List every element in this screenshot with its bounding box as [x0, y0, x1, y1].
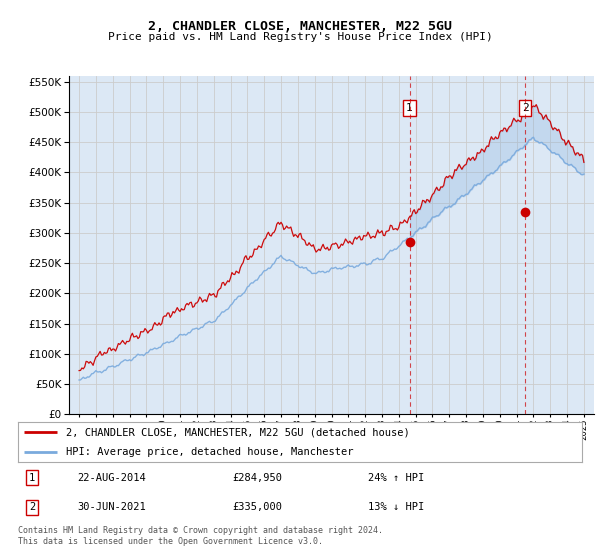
Text: 13% ↓ HPI: 13% ↓ HPI	[368, 502, 424, 512]
Text: £335,000: £335,000	[232, 502, 283, 512]
Text: £284,950: £284,950	[232, 473, 283, 483]
Text: 2: 2	[29, 502, 35, 512]
Text: 24% ↑ HPI: 24% ↑ HPI	[368, 473, 424, 483]
Text: 22-AUG-2014: 22-AUG-2014	[77, 473, 146, 483]
Text: 2, CHANDLER CLOSE, MANCHESTER, M22 5GU (detached house): 2, CHANDLER CLOSE, MANCHESTER, M22 5GU (…	[66, 427, 410, 437]
Text: Contains HM Land Registry data © Crown copyright and database right 2024.
This d: Contains HM Land Registry data © Crown c…	[18, 526, 383, 546]
Text: 30-JUN-2021: 30-JUN-2021	[77, 502, 146, 512]
Text: 2, CHANDLER CLOSE, MANCHESTER, M22 5GU: 2, CHANDLER CLOSE, MANCHESTER, M22 5GU	[148, 20, 452, 32]
Text: HPI: Average price, detached house, Manchester: HPI: Average price, detached house, Manc…	[66, 446, 353, 456]
Text: 1: 1	[406, 103, 413, 113]
Text: 2: 2	[521, 103, 529, 113]
Text: Price paid vs. HM Land Registry's House Price Index (HPI): Price paid vs. HM Land Registry's House …	[107, 32, 493, 42]
Text: 1: 1	[29, 473, 35, 483]
